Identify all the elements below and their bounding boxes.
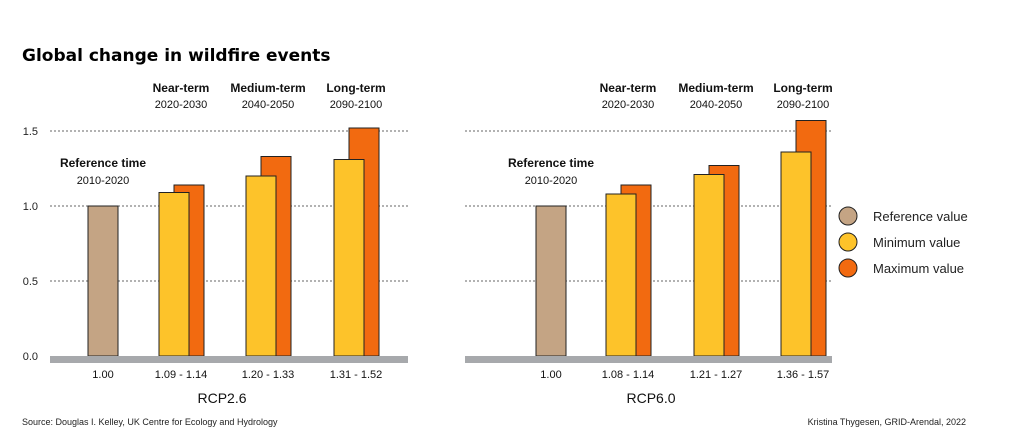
group-period: 2010-2020 <box>525 175 578 187</box>
minimum-bar <box>693 174 725 357</box>
minimum-bar <box>245 175 277 357</box>
group-header: Reference time <box>508 156 594 170</box>
reference-bar <box>87 205 119 357</box>
group-period: 2090-2100 <box>777 99 830 111</box>
y-tick-label: 0.0 <box>23 351 38 363</box>
chart-legend: Reference value Minimum value Maximum valu… <box>838 206 968 278</box>
group-header: Near-term <box>153 81 210 95</box>
legend-swatch <box>838 258 858 278</box>
range-label: 1.00 <box>92 369 113 381</box>
group-header: Long-term <box>326 81 385 95</box>
reference-bar <box>535 205 567 357</box>
legend-label: Maximum value <box>873 261 964 276</box>
group-period: 2010-2020 <box>77 175 130 187</box>
range-label: 1.20 - 1.33 <box>242 369 295 381</box>
panel-title: RCP2.6 <box>197 390 246 406</box>
baseline-strip <box>50 356 408 363</box>
y-tick-label: 1.0 <box>23 201 38 213</box>
group-period: 2090-2100 <box>330 99 383 111</box>
group-header: Near-term <box>600 81 657 95</box>
legend-label: Minimum value <box>873 235 960 250</box>
minimum-bar <box>333 159 365 357</box>
baseline-strip <box>465 356 832 363</box>
panel-1: Reference time 2010-2020 1.00 Near-term 2020… <box>465 81 833 406</box>
group-header: Medium-term <box>678 81 753 95</box>
minimum-bar <box>158 192 190 357</box>
source-note: Source: Douglas I. Kelley, UK Centre for… <box>22 417 278 427</box>
chart-panels: 0.0 0.5 1.0 1.5 Reference time 2010-2020 1.00 N… <box>23 81 833 406</box>
range-label: 1.00 <box>540 369 561 381</box>
range-label: 1.31 - 1.52 <box>330 369 383 381</box>
range-label: 1.09 - 1.14 <box>155 369 208 381</box>
panel-title: RCP6.0 <box>626 390 675 406</box>
range-label: 1.21 - 1.27 <box>690 369 743 381</box>
group-header: Medium-term <box>230 81 305 95</box>
group-header: Long-term <box>773 81 832 95</box>
y-tick-label: 1.5 <box>23 126 38 138</box>
group-period: 2040-2050 <box>690 99 743 111</box>
y-tick-label: 0.5 <box>23 276 38 288</box>
legend-swatch <box>838 206 858 226</box>
credit-note: Kristina Thygesen, GRID-Arendal, 2022 <box>808 417 966 427</box>
range-label: 1.36 - 1.57 <box>777 369 830 381</box>
group-period: 2020-2030 <box>602 99 655 111</box>
chart-title: Global change in wildfire events <box>22 46 331 66</box>
group-period: 2020-2030 <box>155 99 208 111</box>
group-header: Reference time <box>60 156 146 170</box>
minimum-bar <box>780 151 812 357</box>
minimum-bar <box>605 193 637 357</box>
legend-label: Reference value <box>873 209 968 224</box>
legend-swatch <box>838 232 858 252</box>
panel-0: 0.0 0.5 1.0 1.5 Reference time 2010-2020 1.00 N… <box>23 81 408 406</box>
group-period: 2040-2050 <box>242 99 295 111</box>
range-label: 1.08 - 1.14 <box>602 369 655 381</box>
